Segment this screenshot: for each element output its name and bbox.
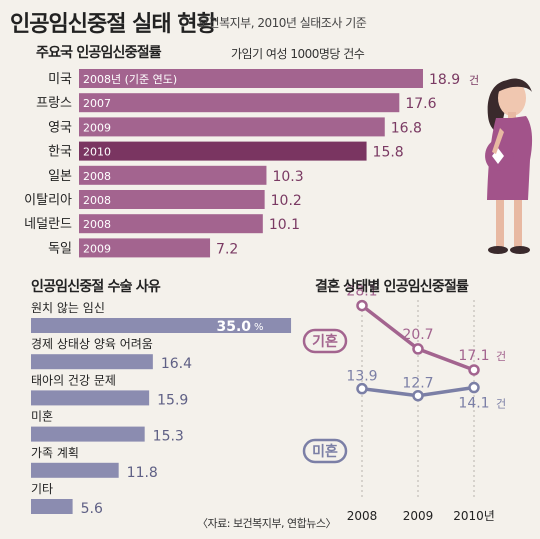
unit-label: 건: [469, 74, 479, 87]
series-point: [468, 381, 480, 394]
country-bar: [79, 165, 267, 185]
series-point: [412, 343, 424, 355]
year-label: 2009: [83, 242, 111, 255]
x-tick-label: 2008: [347, 509, 378, 523]
point-value-label: 12.7: [402, 376, 433, 392]
country-label: 독일: [48, 241, 72, 256]
point-value-label: 14.1: [458, 396, 489, 412]
country-label: 일본: [48, 169, 72, 184]
series-badge: [302, 328, 348, 354]
value-label: 18.9: [429, 72, 460, 88]
reason-bar: [31, 318, 292, 333]
series-badge: [302, 438, 348, 464]
reason-bar: [31, 499, 73, 514]
series-point: [356, 382, 368, 395]
reason-label: 기타: [31, 482, 53, 496]
value-label: 7.2: [216, 241, 238, 257]
chart1-note: 가임기 여성 1000명당 건수: [231, 47, 365, 61]
reason-label: 원치 않는 임신: [31, 301, 105, 315]
point-value-label: 13.9: [346, 369, 377, 385]
reason-bar: [31, 354, 153, 370]
series-point: [468, 364, 480, 376]
country-bar: [79, 190, 265, 209]
series-name-label: 미혼: [312, 443, 338, 460]
reason-bar: [31, 390, 150, 406]
year-label: 2010: [83, 146, 111, 159]
page-title: 인공임신중절 실태 현황: [10, 12, 217, 37]
chart3-title: 결혼 상태별 인공임신중절률: [315, 279, 469, 295]
reason-value: 16.4: [161, 356, 192, 372]
country-label: 미국: [48, 72, 72, 87]
chart1-title: 주요국 인공임신중절률: [36, 45, 162, 61]
value-label: 16.8: [391, 120, 422, 136]
reason-value: 35.0: [217, 319, 252, 335]
value-label: 17.6: [405, 96, 436, 112]
reason-label: 미혼: [31, 410, 53, 424]
year-label: 2007: [83, 97, 111, 110]
year-label: 2008년 (기준 연도): [83, 73, 177, 86]
series-point: [356, 299, 368, 312]
point-value-label: 20.7: [402, 327, 433, 343]
page-subtitle: 보건복지부, 2010년 실태조사 기준: [198, 16, 367, 30]
country-bar: [79, 93, 400, 113]
year-label: 2009: [83, 121, 111, 134]
source-note: 〈자료: 보건복지부, 연합뉴스〉: [197, 517, 337, 530]
reason-value: 15.3: [153, 429, 184, 445]
series-name-label: 기혼: [312, 333, 338, 350]
value-label: 10.2: [271, 193, 302, 209]
reason-value: 11.8: [127, 465, 158, 481]
reason-label: 경제 상태상 양육 어려움: [31, 337, 153, 351]
year-label: 2008: [83, 170, 111, 183]
reason-value: 5.6: [81, 501, 103, 517]
country-label: 한국: [48, 145, 72, 160]
point-value-label: 17.1: [458, 348, 489, 364]
x-tick-label: 2010년: [453, 509, 495, 523]
reason-label: 가족 계획: [31, 446, 79, 460]
reason-value: 15.9: [157, 392, 188, 408]
value-label: 10.3: [272, 169, 303, 185]
reason-bar: [31, 426, 145, 442]
country-bar: [79, 238, 211, 258]
reason-bar: [31, 462, 119, 478]
country-label: 이탈리아: [24, 193, 72, 208]
country-bar: [79, 141, 367, 161]
series-point: [412, 389, 424, 402]
unit-label: 건: [496, 398, 506, 411]
country-label: 영국: [48, 120, 72, 135]
year-label: 2008: [83, 194, 111, 207]
chart2-title: 인공임신중절 수술 사유: [31, 279, 161, 295]
year-label: 2008: [83, 218, 111, 231]
unit-label: %: [254, 322, 264, 333]
x-tick-label: 2009: [403, 509, 434, 523]
country-label: 프랑스: [36, 96, 72, 111]
pregnant-woman-illustration: [485, 78, 533, 254]
value-label: 15.8: [373, 145, 404, 161]
reason-label: 태아의 건강 문제: [31, 373, 116, 387]
unit-label: 건: [496, 350, 506, 363]
country-bar: [79, 69, 423, 88]
point-value-label: 28.1: [346, 284, 377, 300]
country-bar: [79, 117, 385, 137]
value-label: 10.1: [269, 217, 300, 233]
country-bar: [79, 214, 263, 234]
country-label: 네덜란드: [24, 217, 72, 232]
